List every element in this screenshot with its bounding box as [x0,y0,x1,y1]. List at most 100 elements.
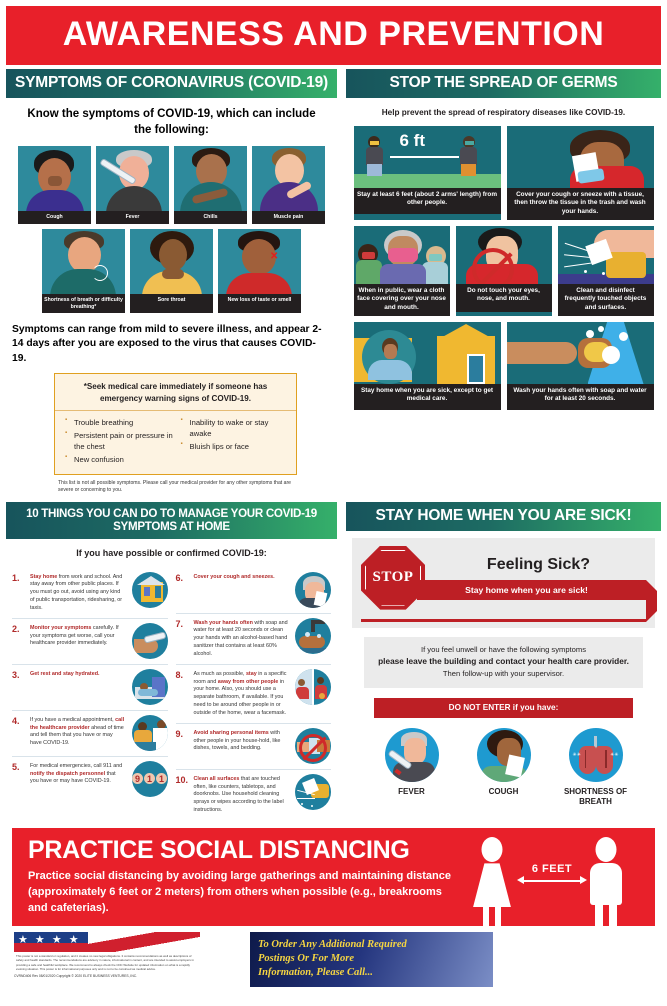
symptom-card: Shortness of breath or difficulty breath… [42,229,125,314]
warning-title: *Seek medical care immediately if someon… [55,374,296,411]
page-title: AWARENESS AND PREVENTION [6,6,661,65]
sneeze-tissue-icon [295,571,331,608]
order-line-2: Postings Or For More [258,953,354,965]
social-distancing-body: Practice social distancing by avoiding l… [28,870,451,914]
item-text: Clean all surfaces that are touched ofte… [193,775,284,814]
list-item: 7. Wash your hands often with soap and w… [175,614,331,665]
social-distancing-figures: 6 FEET [459,827,639,930]
top-columns: SYMPTOMS OF CORONAVIRUS (COVID-19) Know … [6,69,661,495]
symptoms-disclaimer: This list is not all possible symptoms. … [58,479,291,494]
911-icon: 9 1 1 [131,760,168,797]
symptoms-column: SYMPTOMS OF CORONAVIRUS (COVID-19) Know … [6,69,337,495]
germ-row-3: Stay home when you are sick, except to g… [352,321,655,410]
germ-card: Clean and disinfect frequently touched o… [557,225,654,316]
item-number: 8. [175,669,184,680]
stay-home-header: STAY HOME WHEN YOU ARE SICK! [346,501,661,531]
germ-card: Wash your hands often with soap and wate… [506,321,654,410]
do-not-touch-face-icon [455,225,552,284]
poster-root: AWARENESS AND PREVENTION SYMPTOMS OF COR… [0,6,667,1006]
list-item: 8. As much as possible, stay in a specif… [175,665,331,724]
entry-symptom: ✳✳ ✳✳ SHORTNESS OF BREATH [561,728,631,807]
cover-cough-tissue-icon [506,126,654,188]
social-distancing-banner: PRACTICE SOCIAL DISTANCING Practice soci… [12,827,655,930]
emergency-warning-box: *Seek medical care immediately if someon… [54,373,297,475]
person-coughing-icon [18,146,91,212]
list-item: 9. Avoid sharing personal items with oth… [175,724,331,770]
distance-label: 6 FEET [531,863,573,876]
germ-caption: When in public, wear a cloth face coveri… [353,283,450,316]
ten-things-column: 10 THINGS YOU CAN DO TO MANAGE YOUR COVI… [6,501,337,820]
warning-body: Trouble breathing Persistent pain or pre… [55,411,296,474]
house-icon [131,571,168,608]
item-text: Stay home from work and school. And stay… [30,573,123,611]
symptom-card: ✕ New loss of taste or smell [218,229,301,314]
thermometer-person-icon [384,728,439,783]
item-number: 3. [12,669,20,680]
footer-code: CVRND406 Rev 08/01/2020 Copyright © 2020… [14,974,138,979]
feeling-sick-row: STOP Feeling Sick? Stay home when you ar… [361,545,657,622]
symptom-label: Cough [18,211,91,225]
entry-symptom: FEVER [377,728,447,807]
red-divider [361,618,646,622]
stay-home-bed-icon [353,321,501,384]
item-number: 6. [175,572,184,583]
list-item: 10. Clean all surfaces that are touched … [175,770,331,820]
symptom-card: Cough [18,146,91,225]
list-item: 4. If you have a medical appointment, ca… [12,711,168,757]
symptom-range-text: Symptoms can range from mild to severe i… [12,324,322,364]
social-distancing-text: PRACTICE SOCIAL DISTANCING Practice soci… [28,836,459,917]
distance-arrow-icon [517,876,587,886]
item-text: Wash your hands often with soap and wate… [193,619,288,657]
entry-symptom-label: SHORTNESS OF BREATH [563,787,628,807]
item-number: 10. [175,774,189,785]
germ-caption: Cover your cough or sneeze with a tissue… [506,188,654,220]
germ-caption: Stay home when you are sick, except to g… [353,383,501,410]
list-item: Trouble breathing [65,416,177,428]
ten-column-left: 1. Stay home from work and school. And s… [12,568,168,820]
germ-card: Do not touch your eyes, nose, and mouth. [455,225,552,316]
symptom-label: New loss of taste or smell [218,294,301,314]
bottom-columns: 10 THINGS YOU CAN DO TO MANAGE YOUR COVI… [6,501,661,820]
germ-card: Stay home when you are sick, except to g… [353,321,501,410]
person-muscle-pain-icon [252,146,325,212]
germs-header: STOP THE SPREAD OF GERMS [346,69,661,98]
unwell-line-2: please leave the building and contact yo… [378,656,629,667]
symptom-label: Shortness of breath or difficulty breath… [42,294,125,314]
six-feet-badge: 6 ft [399,131,426,150]
order-line-3: Information, Please Call... [258,967,373,979]
entry-symptom-label: COUGH [488,787,519,797]
symptom-label: Fever [96,211,169,225]
germ-row-2: When in public, wear a cloth face coveri… [352,225,655,316]
germs-intro: Help prevent the spread of respiratory d… [381,108,626,117]
symptom-label: Muscle pain [252,211,325,225]
order-line-1: To Order Any Additional Required [258,938,407,950]
unwell-line-1: If you feel unwell or have the following… [420,644,587,654]
item-text: Avoid sharing personal items with other … [193,729,281,752]
face-mask-icon [353,225,450,284]
unwell-line-3: Then follow-up with your supervisor. [442,669,565,679]
entry-symptom: COUGH [469,728,539,807]
item-number: 4. [12,715,20,726]
germ-row-1: 6 ft Stay at least 6 feet (about 2 arms'… [352,126,655,220]
item-text: Cover your cough and sneezes. [193,573,275,580]
item-text: If you have a medical appointment, call … [30,716,125,747]
item-text: As much as possible, stay in a specific … [193,670,287,716]
symptom-label: Chills [174,211,247,225]
item-number: 9. [175,728,184,739]
footer-disclaimer: This poster is not a standard or regulat… [16,953,194,971]
item-number: 5. [12,761,20,772]
list-item: New confusion [65,453,177,465]
list-item: 1. Stay home from work and school. And s… [12,568,168,619]
doctor-patient-icon [131,714,168,751]
person-in-bed-icon [131,668,168,705]
germ-caption: Clean and disinfect frequently touched o… [557,283,654,316]
coughing-person-icon [476,728,531,783]
footer-left: ★ ★ ★ ★ This poster is not a standard or… [14,931,200,979]
order-info-banner[interactable]: To Order Any Additional Required Posting… [250,931,493,988]
feeling-sick-box: STOP Feeling Sick? Stay home when you ar… [352,537,657,628]
stay-home-column: STAY HOME WHEN YOU ARE SICK! STOP Feelin… [346,501,661,820]
warning-list-left: Trouble breathing Persistent pain or pre… [65,416,177,467]
germ-grid: 6 ft Stay at least 6 feet (about 2 arms'… [346,126,661,410]
thermometer-hand-icon [131,622,168,659]
item-text: For medical emergencies, call 911 and no… [30,762,123,785]
